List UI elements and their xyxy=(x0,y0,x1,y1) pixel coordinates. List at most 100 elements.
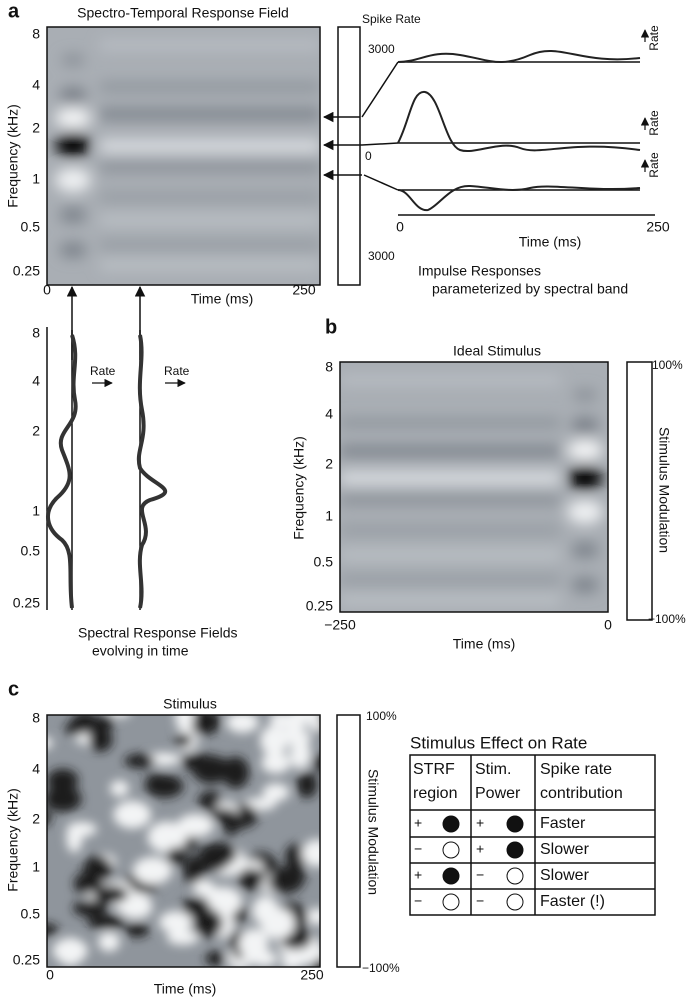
y-tick-label: 0.5 xyxy=(21,906,41,922)
x-tick-label: 250 xyxy=(292,282,316,298)
colorbar-tick: 3000 xyxy=(368,42,395,56)
y-tick-label: 8 xyxy=(32,710,40,726)
texture-blob xyxy=(261,752,291,774)
colorbar xyxy=(336,714,361,968)
texture-blob xyxy=(66,822,83,853)
y-ticks: 8 4 2 1 0.5 0.25 xyxy=(306,359,333,614)
y-tick-label: 0.5 xyxy=(21,543,41,559)
y-tick-label: 0.5 xyxy=(21,219,41,235)
x-tick-label: −250 xyxy=(324,617,356,633)
texture-blob xyxy=(88,727,113,752)
table-cell: Slower xyxy=(540,841,590,858)
texture-blob xyxy=(71,715,99,732)
table-cell: Faster xyxy=(540,815,586,832)
x-tick-label: 0 xyxy=(396,219,404,235)
texture-blob xyxy=(262,783,290,802)
table-cell: Faster (!) xyxy=(540,893,605,910)
texture-blob xyxy=(98,932,120,952)
texture-blob xyxy=(93,885,129,904)
y-tick-label: 8 xyxy=(32,325,40,341)
texture-blob xyxy=(186,715,221,735)
y-ticks: 8 4 2 1 0.5 0.25 xyxy=(13,26,40,279)
effect-table xyxy=(409,754,656,916)
strf-frame xyxy=(46,26,321,286)
texture-blob xyxy=(289,738,311,770)
rate-label: Rate xyxy=(647,152,661,178)
texture-blob xyxy=(87,914,127,930)
panel-title: Stimulus xyxy=(163,696,217,712)
y-tick-label: 8 xyxy=(325,359,333,375)
texture-blob xyxy=(226,715,259,733)
y-tick-label: 4 xyxy=(32,373,40,389)
texture-blob xyxy=(319,715,320,722)
texture-blob xyxy=(198,848,230,872)
y-tick-label: 2 xyxy=(32,811,40,827)
y-tick-label: 1 xyxy=(32,503,40,519)
texture-blob xyxy=(312,753,320,772)
table-cell: Slower xyxy=(540,867,590,884)
texture-blob xyxy=(192,755,230,784)
ideal-stimulus-heatmap xyxy=(340,362,608,612)
y-tick-label: 4 xyxy=(32,761,40,777)
colorbar-label: Stimulus Modulation xyxy=(365,769,381,895)
rate-label: Rate xyxy=(90,364,116,378)
y-tick-label: 1 xyxy=(32,171,40,187)
x-tick-label: 250 xyxy=(300,967,324,983)
texture-blob xyxy=(237,867,264,891)
caption: evolving in time xyxy=(92,643,189,659)
colorbar xyxy=(626,361,653,621)
x-tick-label: 0 xyxy=(43,282,51,298)
table-header: region xyxy=(413,785,457,802)
texture-blob xyxy=(310,957,320,967)
stimulus-frame xyxy=(46,714,321,968)
caption: Impulse Responses xyxy=(418,263,541,279)
texture-blob xyxy=(267,871,303,894)
colorbar-tick: −100% xyxy=(362,961,400,975)
y-tick-label: 2 xyxy=(32,423,40,439)
texture-blob xyxy=(147,821,187,853)
y-tick-label: 8 xyxy=(32,26,40,42)
spectral-fields xyxy=(46,285,186,610)
y-ticks: 8 4 2 1 0.5 0.25 xyxy=(13,710,40,968)
y-tick-label: 1 xyxy=(32,859,40,875)
x-axis-label: Time (ms) xyxy=(191,291,253,307)
rate-label: Rate xyxy=(164,364,190,378)
table-cell: + xyxy=(414,815,422,831)
table-title: Stimulus Effect on Rate xyxy=(410,733,587,752)
y-ticks: 8 4 2 1 0.5 0.25 xyxy=(13,325,40,611)
rate-label: Rate xyxy=(647,25,661,51)
texture-blob xyxy=(47,737,54,749)
caption: Spectral Response Fields xyxy=(78,625,238,641)
colorbar-tick: −100% xyxy=(648,612,686,626)
panel-title: Ideal Stimulus xyxy=(453,343,541,359)
panel-letter: b xyxy=(325,316,337,338)
caption: parameterized by spectral band xyxy=(432,281,628,297)
texture-blob xyxy=(175,715,194,732)
impulse-responses xyxy=(397,29,655,216)
texture-blob xyxy=(176,813,214,838)
y-axis-label: Frequency (kHz) xyxy=(291,436,307,539)
texture-blob xyxy=(280,953,304,967)
texture-blob xyxy=(47,923,59,936)
colorbar xyxy=(337,26,361,286)
texture-blob xyxy=(269,715,292,728)
x-axis-label: Time (ms) xyxy=(519,234,581,250)
texture-blob xyxy=(97,715,115,730)
y-axis-label: Frequency (kHz) xyxy=(5,104,21,207)
panel-title: Spectro-Temporal Response Field xyxy=(77,5,289,21)
panel-letter: a xyxy=(8,0,20,22)
texture-blob xyxy=(110,780,129,797)
table-cell: − xyxy=(414,893,422,909)
x-axis-label: Time (ms) xyxy=(154,981,216,997)
table-cell: + xyxy=(476,841,484,857)
stimulus-heatmap xyxy=(47,715,320,967)
x-axis-label: Time (ms) xyxy=(453,636,515,652)
table-header: Spike rate xyxy=(540,761,612,778)
texture-blob xyxy=(113,800,152,829)
colorbar-label: Stimulus Modulation xyxy=(656,427,672,553)
y-tick-label: 4 xyxy=(325,406,333,422)
y-tick-label: 1 xyxy=(325,508,333,524)
texture-blob xyxy=(174,733,193,748)
